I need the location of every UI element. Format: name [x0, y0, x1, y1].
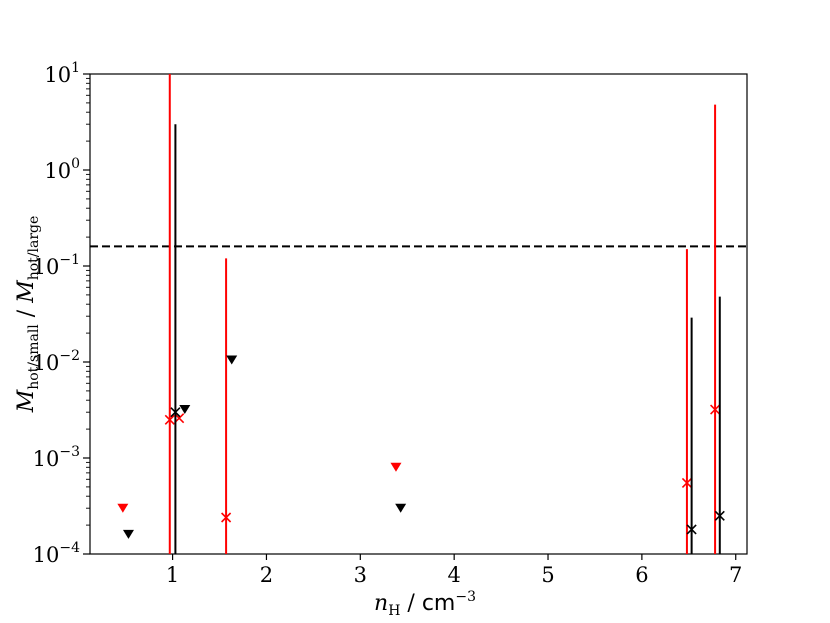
data-marks [90, 74, 747, 554]
y-tick-label: 101 [44, 60, 80, 87]
x-axis-title: nH / cm−3 [374, 589, 476, 619]
x-tick-label: 5 [541, 563, 554, 587]
y-tick-exponent: 0 [71, 156, 80, 172]
x-marker-stroke [221, 512, 232, 523]
upper-limit-marker [226, 355, 238, 365]
plot-frame [89, 73, 748, 555]
x-tick-label: 6 [635, 563, 648, 587]
y-tick-label: 10−3 [33, 444, 80, 471]
upper-limit-marker [122, 529, 134, 539]
y-tick-label: 100 [44, 156, 80, 183]
data-point [681, 477, 692, 488]
y-tick-label: 10−4 [33, 540, 80, 567]
x-tick-label: 4 [447, 563, 460, 587]
upper-limit-marker [117, 503, 129, 513]
x-marker-stroke [681, 477, 692, 488]
y-tick-exponent: −1 [59, 252, 80, 268]
x-tick-label: 2 [260, 563, 273, 587]
x-marker-stroke [164, 414, 175, 425]
x-marker-stroke [714, 510, 725, 521]
upper-limit-marker [390, 462, 402, 472]
data-point [170, 407, 181, 418]
y-tick-base: 10 [44, 63, 71, 87]
y-tick-base: 10 [33, 447, 60, 471]
y-tick-exponent: −2 [59, 348, 80, 364]
y-tick-base: 10 [33, 351, 60, 375]
data-point [714, 510, 725, 521]
x-tick-label: 3 [354, 563, 367, 587]
y-tick-exponent: −4 [59, 540, 80, 556]
x-marker-stroke [170, 407, 181, 418]
y-tick-base: 10 [44, 159, 71, 183]
y-axis-title: Mhot/small / Mhot/large [14, 216, 42, 414]
x-marker-stroke [710, 404, 721, 415]
y-tick-exponent: 1 [71, 60, 80, 76]
data-point [710, 404, 721, 415]
y-tick-label: 10−2 [33, 348, 80, 375]
y-tick-base: 10 [33, 543, 60, 567]
data-point [164, 414, 175, 425]
y-tick-exponent: −3 [59, 444, 80, 460]
x-tick-label: 1 [166, 563, 179, 587]
upper-limit-marker [179, 405, 191, 415]
data-point [221, 512, 232, 523]
y-tick-label: 10−1 [33, 252, 80, 279]
data-point [686, 524, 697, 535]
x-tick-label: 7 [729, 563, 742, 587]
y-tick-base: 10 [33, 255, 60, 279]
x-marker-stroke [686, 524, 697, 535]
upper-limit-marker [395, 503, 407, 513]
x-axis: 1 2 3 4 5 6 7 [166, 554, 742, 587]
